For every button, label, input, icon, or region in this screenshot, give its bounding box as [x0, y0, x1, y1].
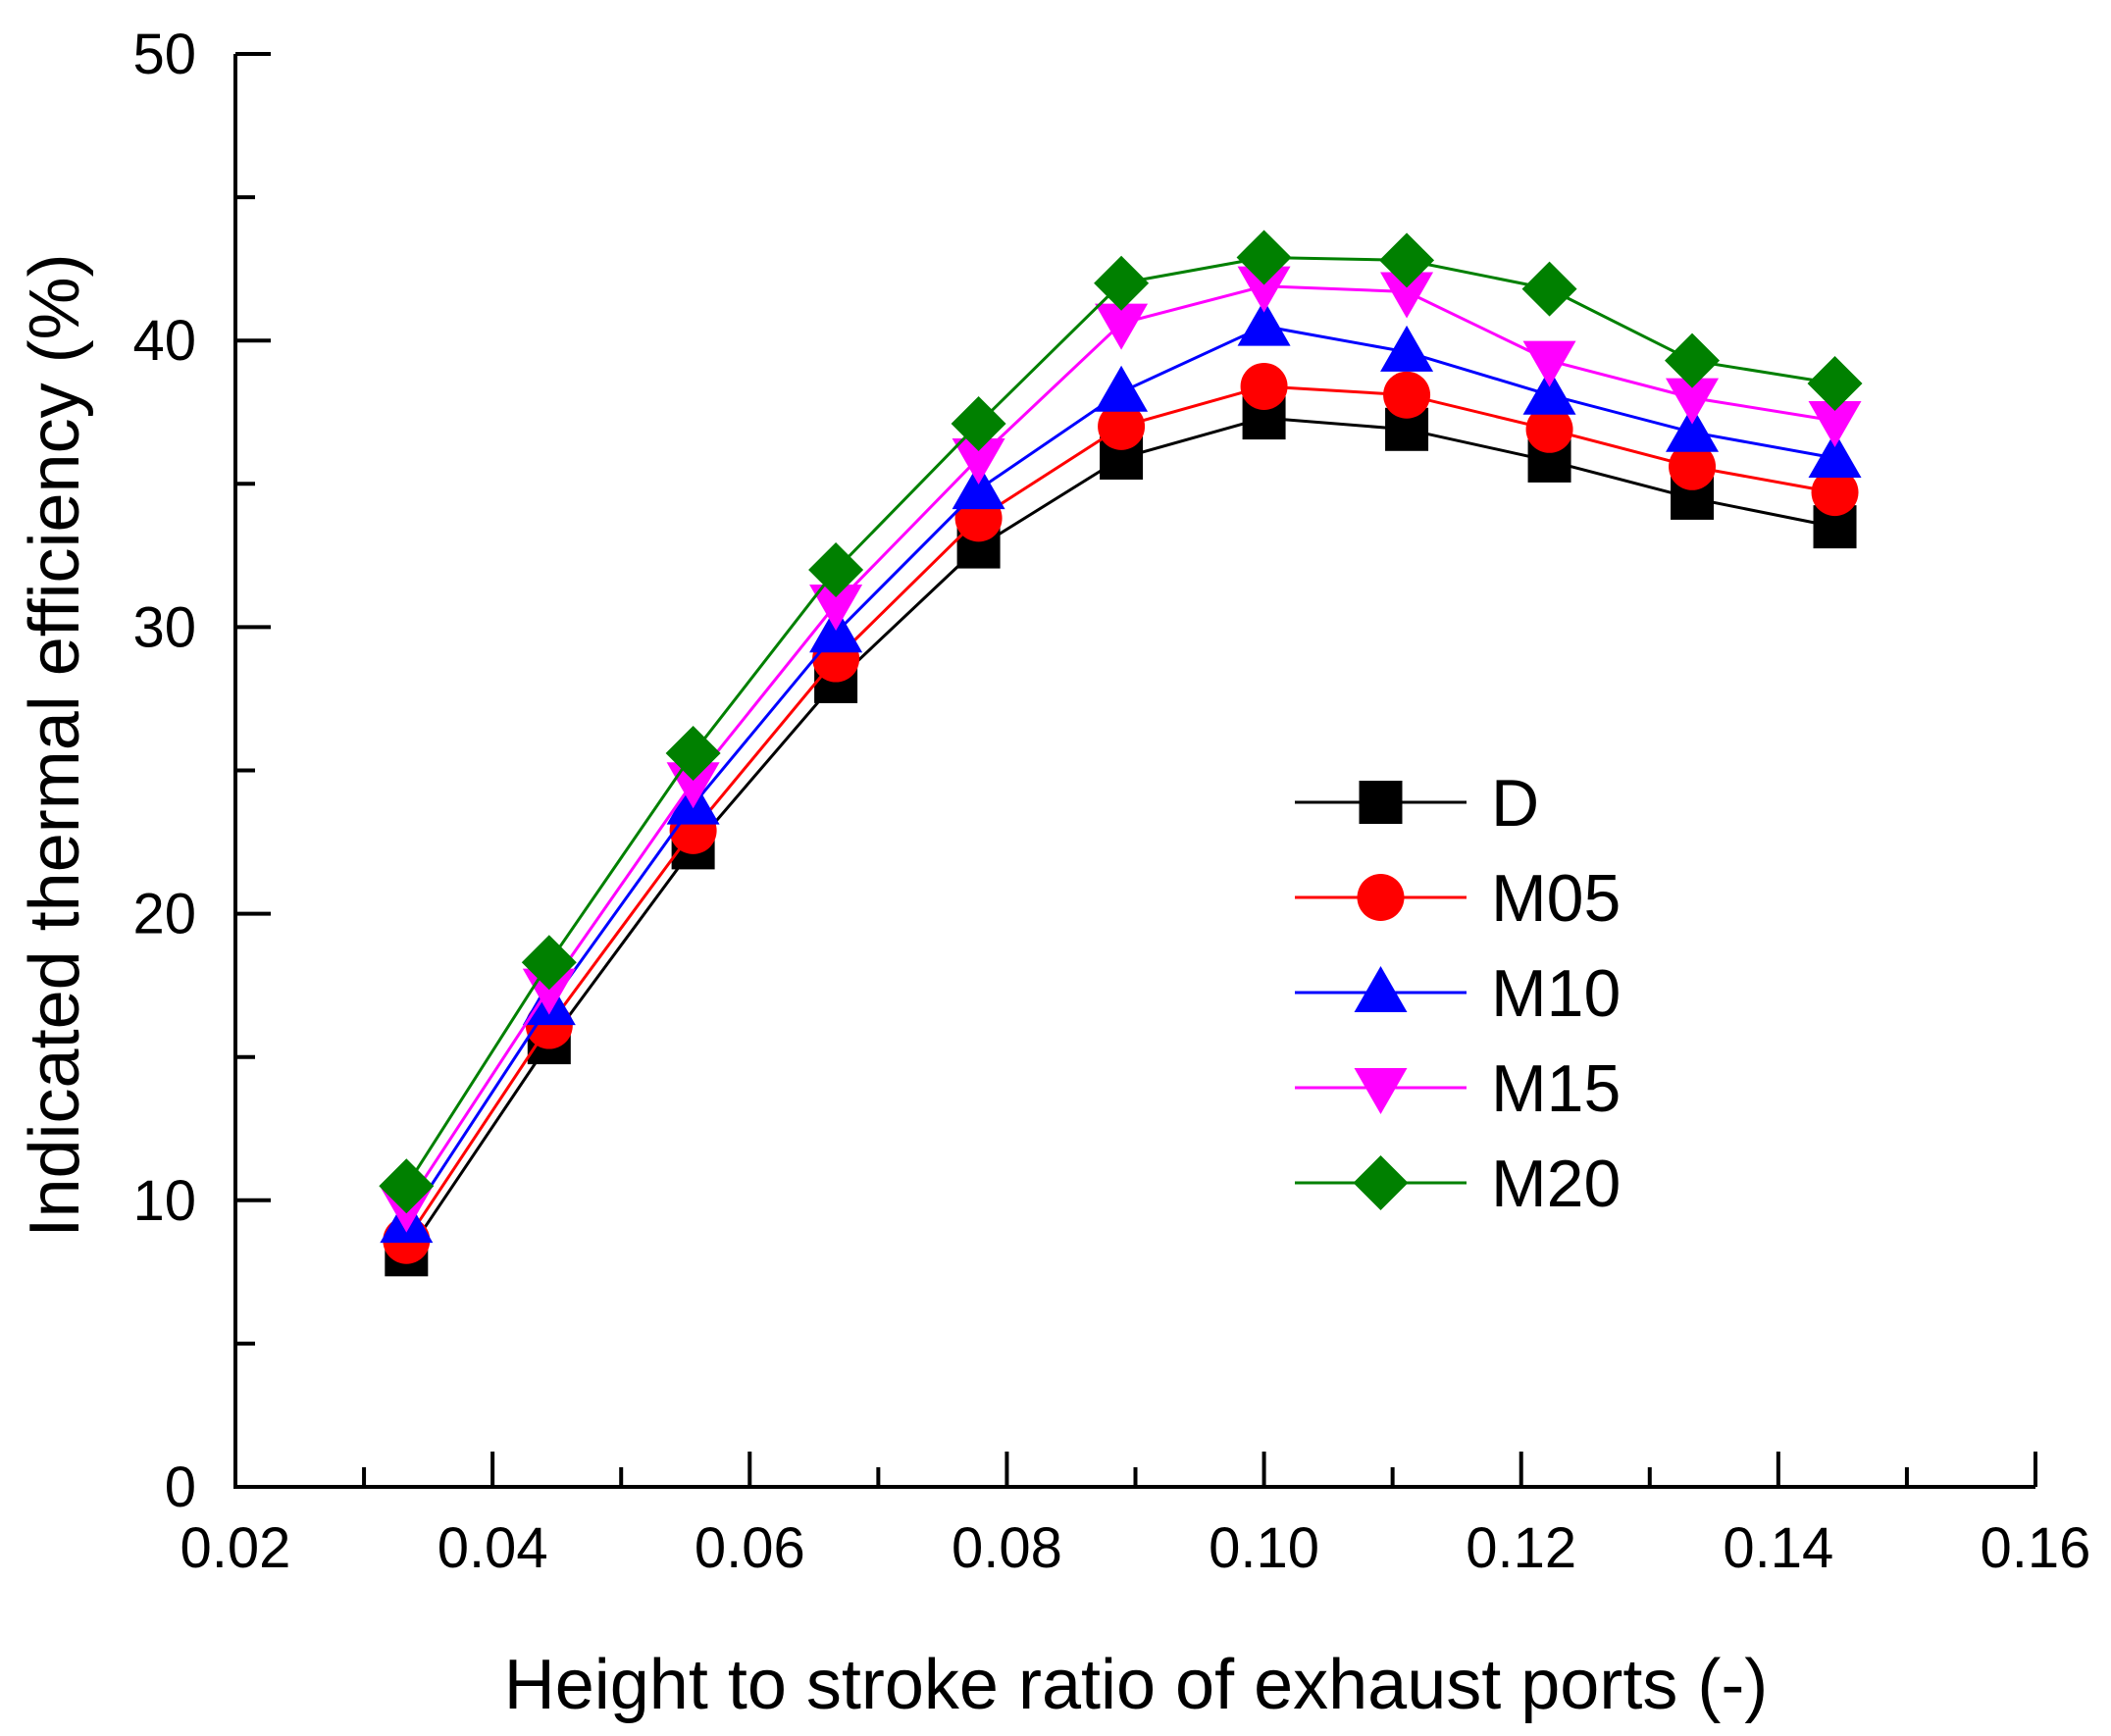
- data-point-M15: [1095, 303, 1149, 350]
- data-point-M20: [379, 1158, 435, 1214]
- series-M20: [379, 230, 1863, 1214]
- legend-item-M20: M20: [1295, 1147, 1621, 1221]
- series-line-D: [405, 416, 1835, 1256]
- data-point-M05: [1383, 371, 1431, 419]
- data-point-M10: [1380, 325, 1434, 372]
- legend-marker: [1359, 781, 1403, 824]
- data-point-M20: [1379, 232, 1435, 288]
- y-axis-title: Indicated thermal efficiency (%): [16, 253, 94, 1237]
- series-layer: [379, 230, 1863, 1277]
- legend-item-M15: M15: [1295, 1051, 1621, 1126]
- data-point-M15: [952, 438, 1005, 485]
- data-point-M05: [1811, 469, 1859, 517]
- y-tick-label: 0: [165, 1455, 196, 1519]
- axes: 0 10 20 30 40 50 0.02 0.04 0.06 0.08 0.10 0.12 0.14 0…: [132, 23, 2090, 1580]
- data-point-M05: [1525, 405, 1573, 453]
- data-point-M05: [1098, 402, 1146, 450]
- data-point-M10: [1808, 432, 1862, 479]
- data-point-M20: [1521, 261, 1577, 317]
- legend-item-D: D: [1295, 766, 1539, 841]
- legend-label: M20: [1491, 1147, 1621, 1221]
- data-point-M10: [1666, 405, 1720, 452]
- x-tick-label: 0.06: [695, 1516, 805, 1580]
- data-point-M20: [1094, 255, 1150, 311]
- x-tick-label: 0.12: [1466, 1516, 1576, 1580]
- data-point-M15: [1666, 378, 1720, 425]
- legend-marker: [1353, 1155, 1409, 1210]
- legend-label: M10: [1491, 956, 1621, 1031]
- x-tick-label: 0.04: [438, 1516, 548, 1580]
- y-tick-label: 50: [132, 23, 196, 86]
- legend-marker: [1354, 966, 1408, 1012]
- legend: D M05 M10 M15 M20: [1295, 766, 1621, 1221]
- series-D: [385, 396, 1857, 1277]
- data-point-M05: [1240, 362, 1288, 410]
- data-point-M05: [1669, 442, 1717, 490]
- data-point-M15: [1380, 272, 1434, 319]
- y-tick-label: 40: [132, 309, 196, 373]
- data-point-M20: [521, 935, 577, 991]
- data-point-M10: [1095, 365, 1149, 412]
- legend-item-M05: M05: [1295, 861, 1621, 936]
- x-tick-label: 0.10: [1209, 1516, 1319, 1580]
- series-M15: [380, 266, 1862, 1233]
- data-point-M20: [665, 725, 721, 781]
- x-tick-label: 0.08: [952, 1516, 1062, 1580]
- y-tick-label: 20: [132, 883, 196, 946]
- data-point-M10: [1237, 299, 1291, 346]
- data-point-M15: [809, 585, 863, 632]
- data-point-M20: [808, 541, 864, 597]
- data-point-M15: [522, 968, 576, 1015]
- legend-marker: [1357, 874, 1405, 921]
- x-tick-label: 0.16: [1981, 1516, 2091, 1580]
- data-point-M20: [951, 395, 1006, 451]
- data-point-M15: [1808, 401, 1862, 448]
- legend-label: M05: [1491, 861, 1621, 936]
- legend-label: M15: [1491, 1051, 1621, 1126]
- y-tick-label: 30: [132, 595, 196, 659]
- x-tick-label: 0.02: [180, 1516, 291, 1580]
- data-point-M20: [1236, 230, 1292, 285]
- y-tick-label: 10: [132, 1169, 196, 1233]
- x-tick-label: 0.14: [1723, 1516, 1833, 1580]
- data-point-M15: [1237, 266, 1291, 313]
- data-point-M20: [1665, 332, 1721, 388]
- data-point-M15: [1522, 340, 1576, 387]
- legend-item-M10: M10: [1295, 956, 1621, 1031]
- data-point-M10: [952, 463, 1005, 510]
- data-point-M20: [1807, 356, 1863, 412]
- data-point-M10: [1522, 368, 1576, 415]
- series-M05: [383, 362, 1859, 1264]
- legend-marker: [1354, 1068, 1408, 1114]
- legend-label: D: [1491, 766, 1539, 841]
- x-axis-title: Height to stroke ratio of exhaust ports …: [504, 1646, 1769, 1724]
